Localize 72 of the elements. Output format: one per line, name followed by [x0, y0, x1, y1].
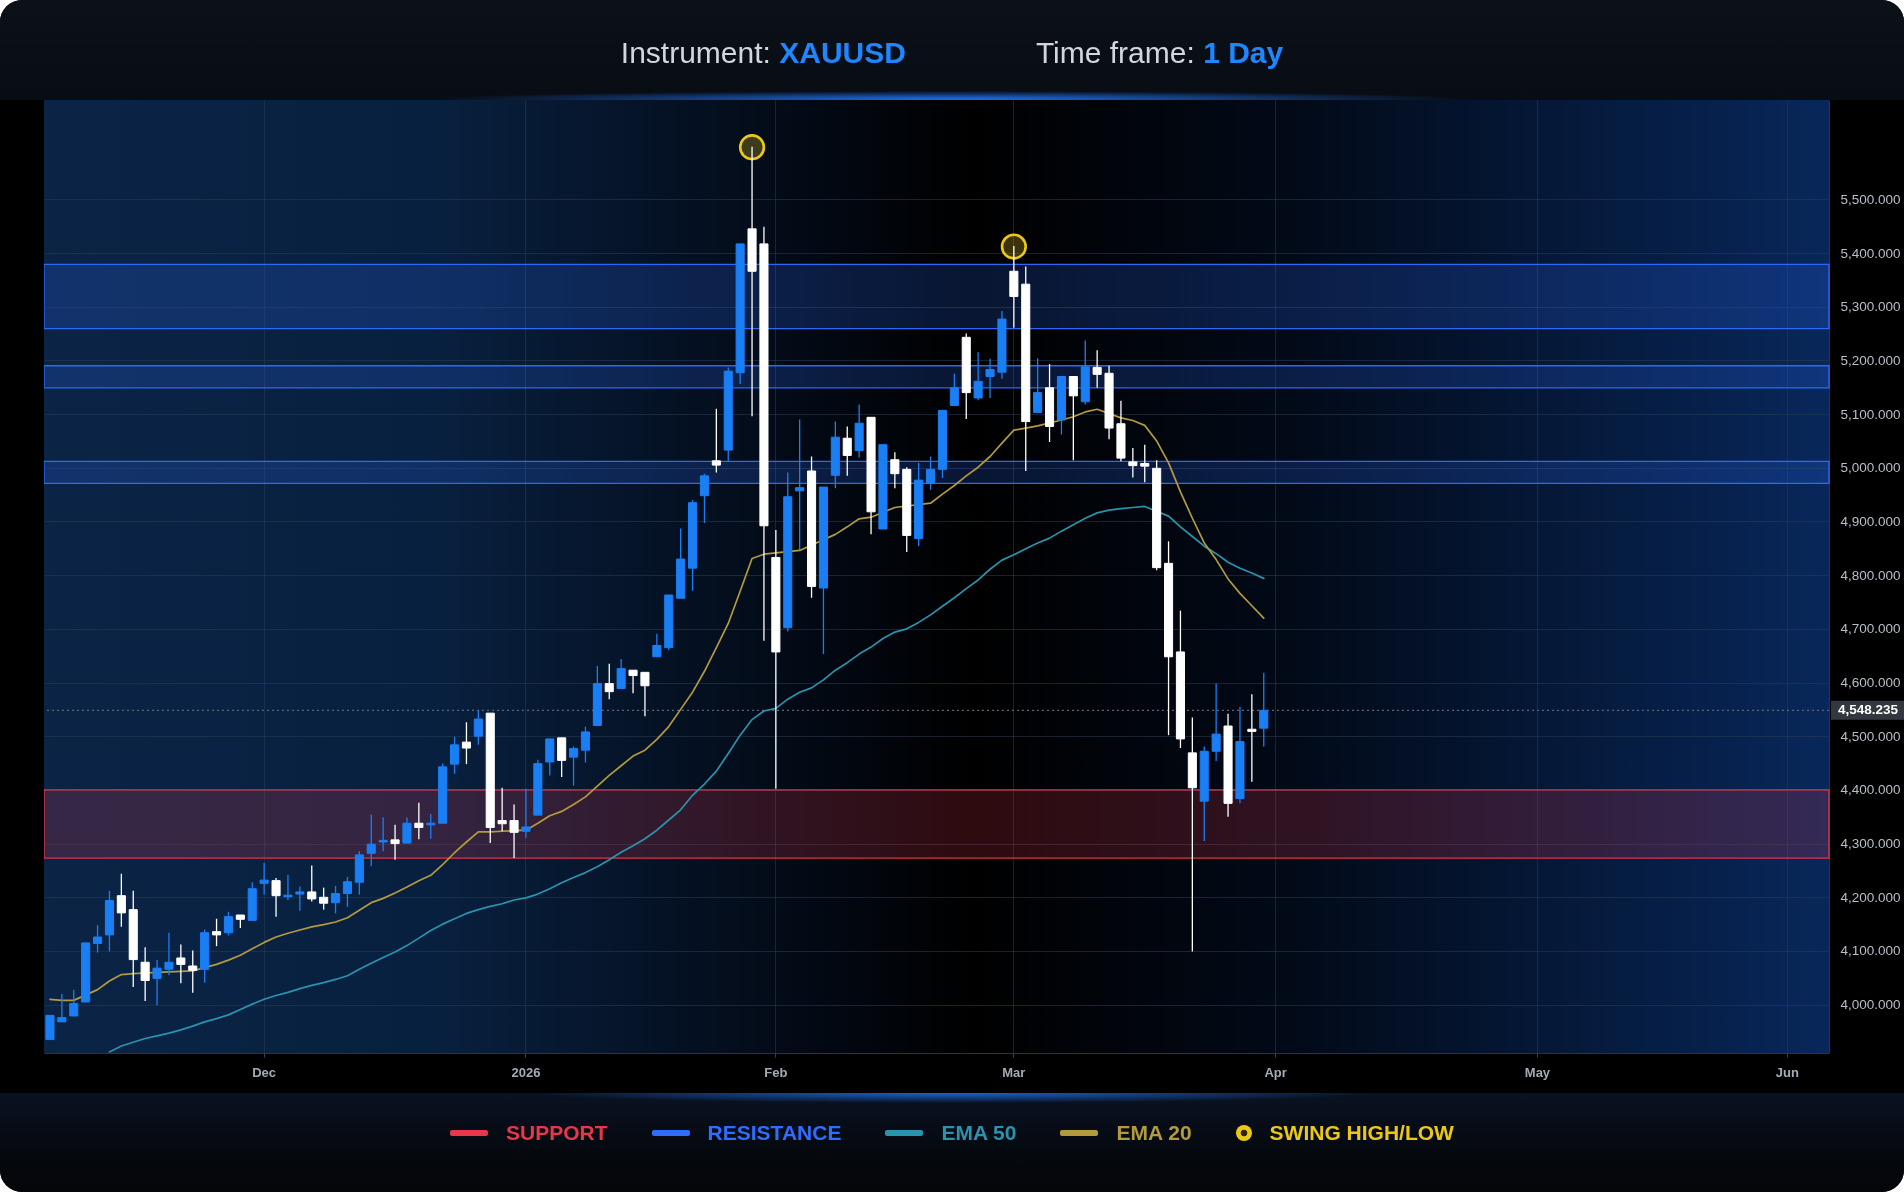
legend-label: EMA 50 [941, 1121, 1017, 1145]
y-tick-label: 4,500.000 [1840, 728, 1901, 744]
candlestick [1033, 357, 1043, 413]
y-tick-label: 4,300.000 [1840, 836, 1901, 852]
candlestick [866, 416, 876, 535]
candlestick [1259, 672, 1269, 748]
y-tick-label: 4,200.000 [1840, 889, 1901, 905]
y-tick-label: 4,700.000 [1840, 621, 1901, 637]
x-tick-label: May [1524, 1064, 1551, 1080]
x-tick-label: Mar [1002, 1064, 1026, 1080]
candlestick [81, 942, 91, 1003]
candlestick [533, 759, 543, 816]
candlestick [1164, 540, 1174, 736]
candlestick [759, 226, 769, 642]
candlestick [818, 486, 828, 655]
candlestick [295, 885, 305, 912]
y-tick-label: 4,600.000 [1840, 675, 1901, 691]
chart-subtitle: Time frame: 1 Day [1035, 36, 1284, 70]
y-tick-label: 5,300.000 [1840, 299, 1901, 315]
x-tick-label: Dec [252, 1064, 277, 1080]
x-tick-label: Jun [1775, 1064, 1799, 1080]
candlestick [771, 529, 781, 790]
candlestick [390, 824, 400, 861]
legend-label: RESISTANCE [707, 1121, 842, 1145]
candlestick [509, 803, 519, 859]
candlestick [640, 671, 650, 718]
y-tick-label: 5,400.000 [1840, 245, 1901, 261]
candlestick [1235, 706, 1245, 804]
candlestick [152, 959, 162, 1006]
x-tick-label: 2026 [511, 1064, 541, 1080]
line-series [49, 408, 1265, 1002]
candlestick [1187, 716, 1197, 953]
y-tick-label: 4,100.000 [1840, 943, 1901, 959]
candlestick [1116, 400, 1126, 462]
candlestick [521, 788, 531, 839]
y-tick-label: 4,800.000 [1840, 567, 1901, 583]
candlestick [676, 527, 686, 599]
chart-title: Instrument: XAUUSD [620, 36, 906, 70]
candlestick [1009, 245, 1019, 329]
candlestick [1068, 376, 1078, 461]
candlestick [795, 418, 805, 551]
legend-label: SWING HIGH/LOW [1269, 1121, 1454, 1145]
x-tick-label: Feb [764, 1064, 788, 1080]
y-tick-label: 4,900.000 [1840, 513, 1901, 529]
legend-label: EMA 20 [1116, 1121, 1192, 1145]
y-tick-label: 4,400.000 [1840, 782, 1901, 798]
candlestick [402, 816, 412, 844]
candlestick [628, 669, 638, 694]
y-tick-label: 5,100.000 [1840, 406, 1901, 422]
candlestick [57, 993, 67, 1023]
candlestick [985, 358, 995, 399]
candlestick [1104, 365, 1114, 440]
y-tick-label: 4,000.000 [1840, 997, 1901, 1013]
y-tick-label: 5,000.000 [1840, 460, 1901, 476]
candlestick [997, 310, 1007, 380]
candlestick [259, 862, 269, 896]
candlestick [878, 444, 888, 530]
y-tick-label: 5,200.000 [1840, 352, 1901, 368]
candlestick [747, 146, 757, 417]
line-series [108, 505, 1265, 1053]
candlestick [271, 877, 281, 918]
candlestick [1223, 713, 1233, 818]
candlestick [176, 943, 186, 984]
legend-label: SUPPORT [506, 1121, 608, 1145]
x-tick-label: Apr [1264, 1064, 1287, 1080]
candlestick [128, 890, 138, 988]
candlestick [45, 1014, 55, 1041]
candlestick [164, 932, 174, 976]
y-tick-label: 5,500.000 [1840, 191, 1901, 207]
candlestick [414, 802, 424, 840]
ref-line-label: 4,548.235 [1837, 702, 1899, 718]
candlestick [1247, 693, 1257, 783]
